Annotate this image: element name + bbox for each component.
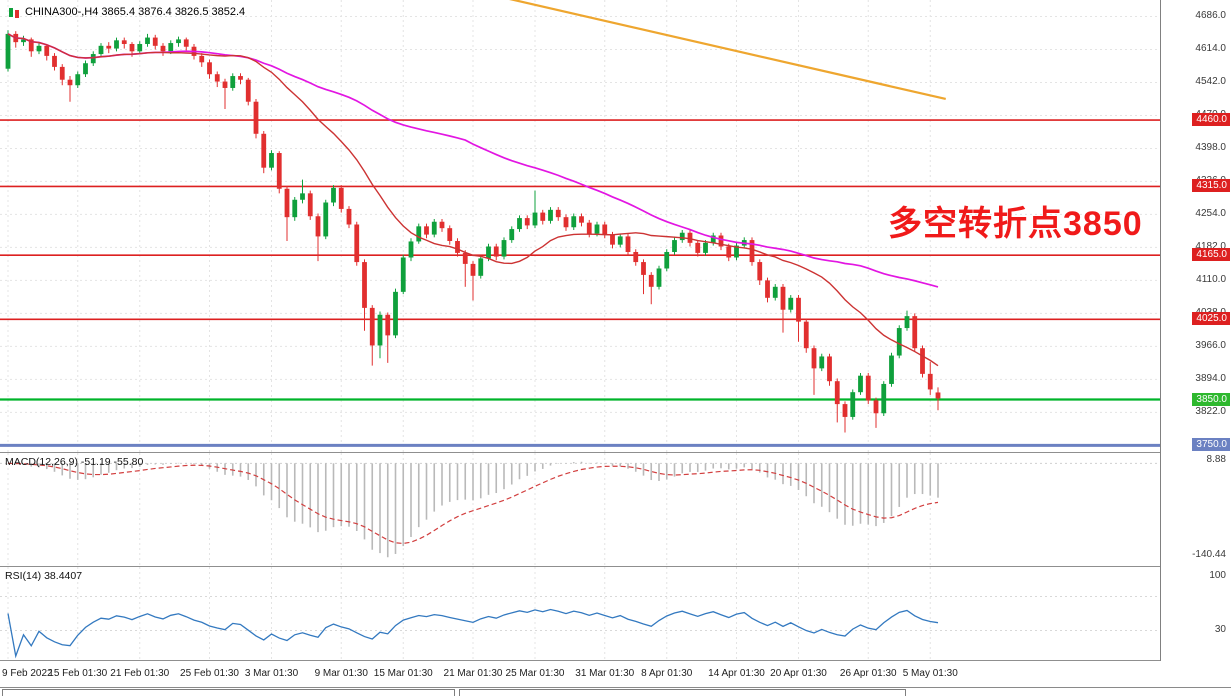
chart-annotation-text: 多空转折点3850	[888, 205, 1143, 243]
panel-separator	[0, 660, 1231, 661]
symbol-quote-text: CHINA300-,H4 3865.4 3876.4 3826.5 3852.4	[25, 6, 246, 18]
time-axis-label: 26 Apr 01:30	[839, 668, 897, 679]
bottom-tab[interactable]	[2, 689, 455, 696]
time-axis-label: 14 Apr 01:30	[708, 668, 765, 679]
macd-indicator-canvas[interactable]	[0, 453, 1160, 566]
price-tick-label: 4398.0	[1195, 142, 1226, 154]
panel-separator[interactable]	[0, 452, 1231, 453]
price-tick-label: 4182.0	[1195, 241, 1226, 253]
price-tick-label: 3822.0	[1195, 406, 1226, 418]
macd-axis-min: -140.44	[1192, 549, 1226, 560]
price-tick-label: 3894.0	[1195, 373, 1226, 385]
price-level-badge: 4025.0	[1192, 312, 1230, 326]
rsi-indicator-canvas[interactable]	[0, 567, 1160, 660]
macd-axis-max: 8.88	[1206, 454, 1226, 465]
time-axis-label: 9 Mar 01:30	[314, 668, 368, 679]
price-tick-label: 4542.0	[1195, 76, 1226, 88]
time-axis-label: 8 Apr 01:30	[641, 668, 693, 679]
price-level-badge: 4315.0	[1192, 179, 1230, 193]
time-axis-label: 3 Mar 01:30	[244, 668, 299, 679]
time-axis-label: 31 Mar 01:30	[575, 668, 635, 679]
price-tick-label: 4686.0	[1195, 10, 1226, 22]
time-axis-label: 9 Feb 2022	[2, 668, 53, 679]
time-axis-label: 21 Feb 01:30	[110, 668, 170, 679]
time-axis-label: 25 Feb 01:30	[180, 668, 239, 679]
macd-label: MACD(12,26,9) -51.19 -55.80	[5, 456, 144, 468]
price-level-badge: 3850.0	[1192, 392, 1230, 406]
time-axis-label: 21 Mar 01:30	[443, 668, 503, 679]
price-level-badge: 3750.0	[1192, 438, 1230, 452]
rsi-axis-top: 100	[1209, 570, 1226, 581]
price-tick-label: 4614.0	[1195, 43, 1226, 55]
time-axis-label: 15 Mar 01:30	[373, 668, 433, 679]
bottom-tab-strip	[0, 687, 1231, 696]
price-chart-canvas[interactable]	[0, 0, 1160, 452]
time-axis-label: 5 May 01:30	[902, 668, 958, 679]
price-scale[interactable]: 8.88 -140.44 100 30 4686.0 4614.0 4542.0 44…	[1160, 0, 1231, 661]
panel-separator[interactable]	[0, 566, 1231, 567]
bottom-tab[interactable]	[459, 689, 906, 696]
rsi-axis-level: 30	[1214, 624, 1226, 635]
price-tick-label: 4254.0	[1195, 208, 1226, 220]
price-tick-label: 4110.0	[1196, 274, 1226, 286]
price-level-badge: 4165.0	[1192, 248, 1230, 262]
time-axis-label: 20 Apr 01:30	[770, 668, 827, 679]
time-axis-label: 15 Feb 01:30	[48, 668, 108, 679]
time-axis[interactable]: 9 Feb 2022 15 Feb 01:30 21 Feb 01:30 25 Feb…	[0, 661, 1160, 686]
time-axis-label: 25 Mar 01:30	[505, 668, 565, 679]
price-level-badge: 4460.0	[1192, 113, 1230, 127]
candlestick-icon	[8, 7, 20, 18]
price-tick-label: 3966.0	[1195, 340, 1226, 352]
rsi-label: RSI(14) 38.4407	[5, 570, 83, 582]
chart-symbol-quote: CHINA300-,H4 3865.4 3876.4 3826.5 3852.4	[8, 6, 245, 18]
